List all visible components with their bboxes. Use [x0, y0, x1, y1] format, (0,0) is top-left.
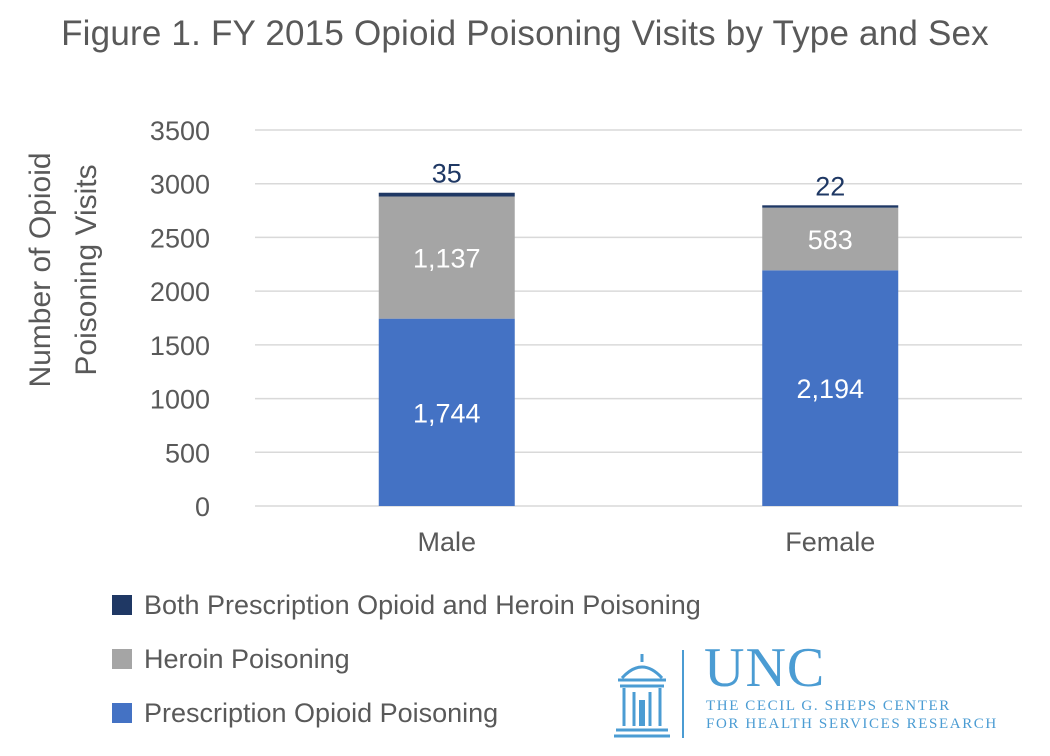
- bar-segment-both-female: [762, 205, 899, 208]
- bar-segment-prescription-male: [378, 318, 515, 506]
- chart-title: Figure 1. FY 2015 Opioid Poisoning Visit…: [61, 14, 989, 53]
- data-label: 583: [808, 225, 853, 255]
- x-tick-label: Female: [785, 527, 875, 557]
- legend-label-heroin: Heroin Poisoning: [144, 643, 350, 674]
- legend-item-prescription: Prescription Opioid Poisoning: [112, 686, 701, 740]
- stacked-bar-chart: 0 500 1000 1500 2000 2500 3000 3500 Number of Op…: [24, 116, 1022, 557]
- legend-swatch-heroin: [112, 649, 132, 669]
- data-label: 1,744: [413, 398, 481, 428]
- bar-segment-heroin-male: [378, 196, 515, 319]
- legend-label-prescription: Prescription Opioid Poisoning: [144, 697, 499, 728]
- y-tick-label: 1000: [150, 385, 210, 415]
- y-tick-label: 3000: [150, 170, 210, 200]
- legend-item-heroin: Heroin Poisoning: [112, 632, 701, 686]
- y-tick-label: 3500: [150, 116, 210, 146]
- y-tick-label: 2500: [150, 223, 210, 253]
- data-label: 35: [432, 159, 462, 189]
- legend-swatch-both: [112, 595, 132, 615]
- y-axis-label-line1: Number of Opioid: [24, 152, 57, 387]
- bar-segment-heroin-female: [762, 207, 899, 271]
- y-tick-label: 0: [195, 492, 210, 522]
- bar-segment-prescription-female: [762, 270, 899, 506]
- y-tick-label: 2000: [150, 277, 210, 307]
- x-tick-label: Male: [417, 527, 476, 557]
- data-label: 2,194: [796, 374, 864, 404]
- y-axis-label-line2: Poisoning Visits: [70, 164, 103, 375]
- chart-legend: Both Prescription Opioid and Heroin Pois…: [112, 578, 701, 740]
- logo-divider: [682, 650, 684, 738]
- data-label: 22: [815, 171, 845, 201]
- bar-segment-both-male: [378, 192, 515, 197]
- y-tick-label: 500: [165, 438, 210, 468]
- data-label: 1,137: [413, 244, 481, 274]
- y-tick-label: 1500: [150, 331, 210, 361]
- legend-swatch-prescription: [112, 703, 132, 723]
- logo-line-1: THE CECIL G. SHEPS CENTER: [706, 698, 951, 714]
- logo-line-2: FOR HEALTH SERVICES RESEARCH: [706, 716, 998, 732]
- legend-item-both: Both Prescription Opioid and Heroin Pois…: [112, 578, 701, 632]
- unc-sheps-center-logo: UNC THE CECIL G. SHEPS CENTER FOR HEALTH…: [608, 640, 1044, 746]
- old-well-icon: [614, 654, 670, 738]
- legend-label-both: Both Prescription Opioid and Heroin Pois…: [144, 589, 701, 620]
- logo-unc-text: UNC: [704, 637, 826, 699]
